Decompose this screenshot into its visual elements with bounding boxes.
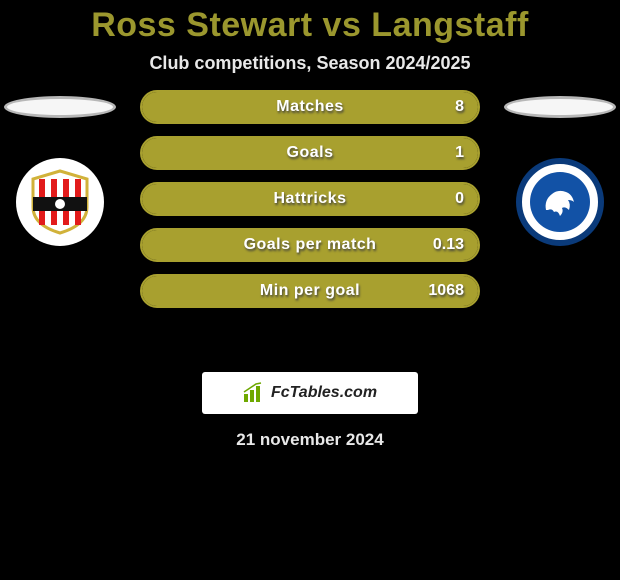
- stat-label: Goals per match: [244, 236, 377, 254]
- stat-row-matches: Matches 8: [140, 90, 480, 124]
- stat-value-right: 0.13: [433, 236, 464, 254]
- left-player-col: [0, 96, 120, 246]
- subtitle: Club competitions, Season 2024/2025: [0, 53, 620, 74]
- fctables-bars-icon: [243, 382, 265, 404]
- right-player-col: [500, 96, 620, 246]
- generated-date: 21 november 2024: [0, 430, 620, 450]
- stat-row-min-per-goal: Min per goal 1068: [140, 274, 480, 308]
- stat-value-right: 1068: [428, 282, 464, 300]
- page-title: Ross Stewart vs Langstaff: [0, 6, 620, 45]
- stat-row-goals-per-match: Goals per match 0.13: [140, 228, 480, 262]
- stat-label: Matches: [276, 98, 344, 116]
- stat-value-right: 8: [455, 98, 464, 116]
- comparison-panel: Matches 8 Goals 1 Hattricks 0 Goals per match 0…: [0, 96, 620, 356]
- stat-value-right: 1: [455, 144, 464, 162]
- stat-value-right: 0: [455, 190, 464, 208]
- stat-row-goals: Goals 1: [140, 136, 480, 170]
- stat-label: Hattricks: [274, 190, 347, 208]
- stat-bars: Matches 8 Goals 1 Hattricks 0 Goals per match 0…: [140, 90, 480, 320]
- left-name-ellipse: [4, 96, 116, 118]
- watermark-text: FcTables.com: [271, 384, 377, 402]
- stat-row-hattricks: Hattricks 0: [140, 182, 480, 216]
- millwall-lion-icon: [538, 180, 582, 224]
- sunderland-crest-icon: [25, 167, 95, 237]
- fctables-watermark: FcTables.com: [202, 372, 418, 414]
- right-club-crest: [516, 158, 604, 246]
- stat-label: Min per goal: [260, 282, 360, 300]
- stat-label: Goals: [287, 144, 334, 162]
- right-name-ellipse: [504, 96, 616, 118]
- left-club-crest: [16, 158, 104, 246]
